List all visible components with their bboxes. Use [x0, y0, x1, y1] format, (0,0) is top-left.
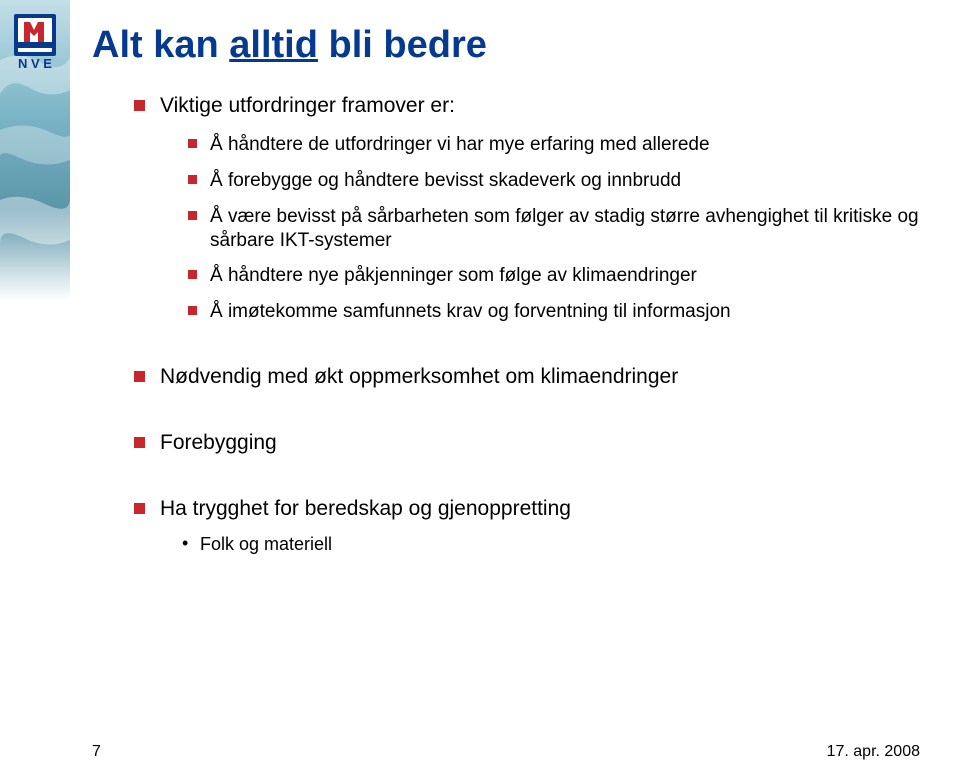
- svg-text:N V E: N V E: [18, 56, 52, 71]
- page-title: Alt kan alltid bli bedre: [92, 24, 920, 67]
- list-item: Viktige utfordringer framover er: Å hånd…: [134, 93, 920, 324]
- slide-content: Alt kan alltid bli bedre Viktige utfordr…: [92, 24, 920, 721]
- item-text: Nødvendig med økt oppmerksomhet om klima…: [160, 365, 678, 388]
- nve-logo: N V E: [12, 14, 58, 81]
- list-item: Å være bevisst på sårbarheten som følger…: [188, 205, 920, 253]
- item-text: Ha trygghet for beredskap og gjenopprett…: [160, 497, 571, 520]
- item-text: Forebygging: [160, 431, 277, 454]
- list-item: Nødvendig med økt oppmerksomhet om klima…: [134, 364, 920, 390]
- item-text: Folk og materiell: [200, 534, 332, 554]
- item-text: Å forebygge og håndtere bevisst skadever…: [210, 170, 681, 191]
- page-date: 17. apr. 2008: [827, 743, 920, 761]
- item-text: Å være bevisst på sårbarheten som følger…: [210, 206, 919, 251]
- sub-list: Å håndtere de utfordringer vi har mye er…: [188, 133, 920, 324]
- bullet-list: Viktige utfordringer framover er: Å hånd…: [134, 93, 920, 555]
- list-item: Folk og materiell: [182, 533, 920, 556]
- item-text: Å imøtekomme samfunnets krav og forventn…: [210, 301, 731, 322]
- item-text: Å håndtere de utfordringer vi har mye er…: [210, 134, 710, 155]
- title-pre: Alt kan: [92, 24, 229, 66]
- list-item: Å håndtere de utfordringer vi har mye er…: [188, 133, 920, 157]
- sub-sub-list: Folk og materiell: [182, 533, 920, 556]
- left-photo-strip: [0, 0, 70, 761]
- page-number: 7: [92, 743, 101, 761]
- item-text: Å håndtere nye påkjenninger som følge av…: [210, 265, 697, 286]
- title-post: bli bedre: [318, 24, 487, 66]
- title-underlined: alltid: [229, 24, 318, 66]
- list-item: Å håndtere nye påkjenninger som følge av…: [188, 264, 920, 288]
- item-text: Viktige utfordringer framover er:: [160, 94, 455, 117]
- list-item: Forebygging: [134, 430, 920, 456]
- list-item: Å imøtekomme samfunnets krav og forventn…: [188, 300, 920, 324]
- list-item: Ha trygghet for beredskap og gjenopprett…: [134, 496, 920, 555]
- list-item: Å forebygge og håndtere bevisst skadever…: [188, 169, 920, 193]
